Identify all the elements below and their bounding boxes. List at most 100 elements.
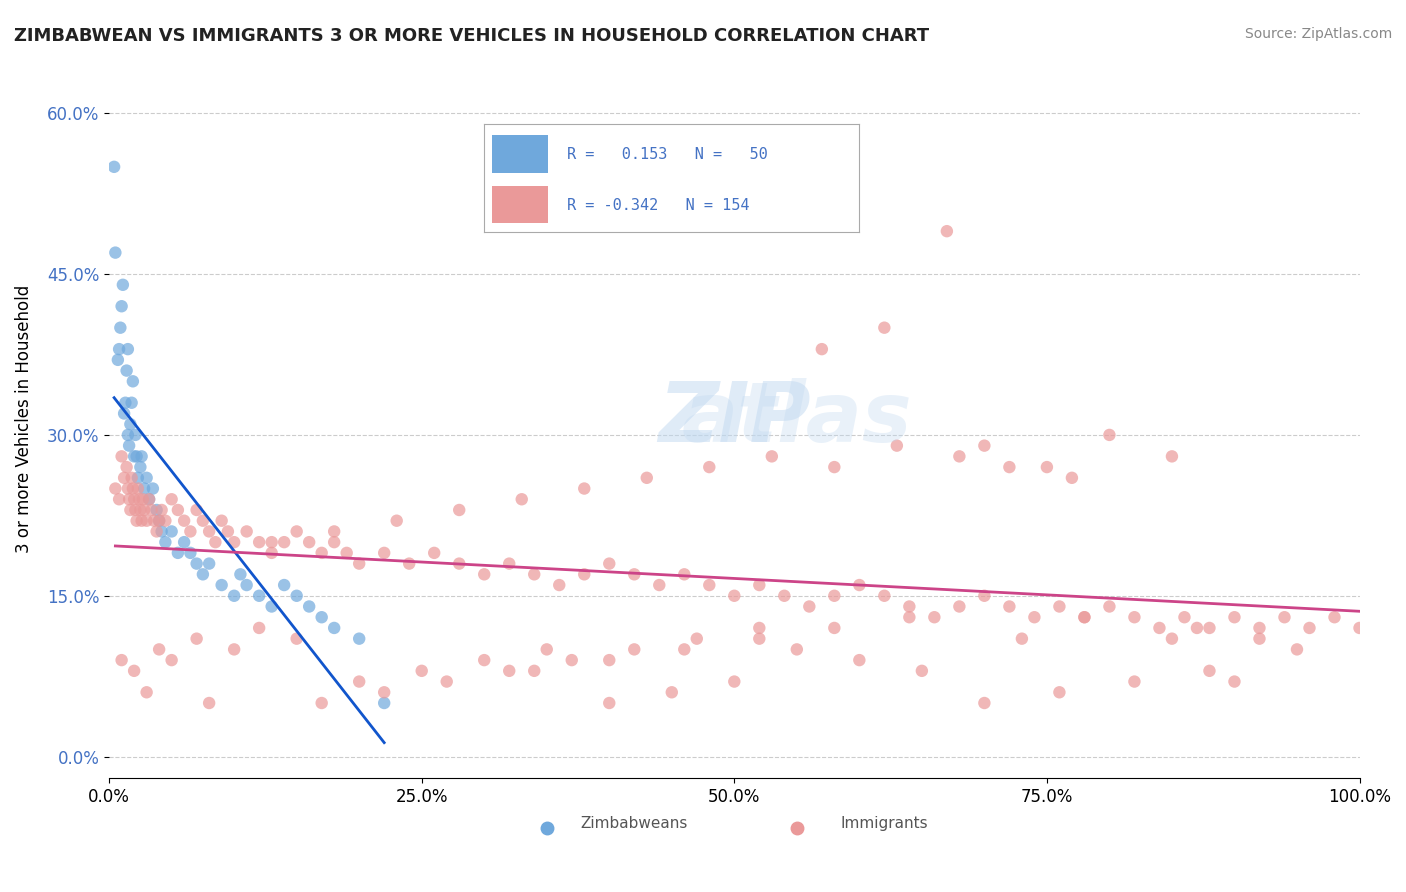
Point — [273, 535, 295, 549]
Point — [198, 696, 221, 710]
Point — [948, 450, 970, 464]
Point — [186, 503, 208, 517]
Point — [217, 524, 239, 539]
Point — [117, 428, 139, 442]
Point — [145, 503, 167, 517]
Point — [129, 460, 152, 475]
Point — [799, 599, 821, 614]
Point — [1323, 610, 1346, 624]
Point — [141, 503, 163, 517]
Point — [115, 460, 138, 475]
Point — [120, 503, 142, 517]
Text: Source: ZipAtlas.com: Source: ZipAtlas.com — [1244, 27, 1392, 41]
Point — [148, 514, 170, 528]
Point — [498, 557, 520, 571]
Point — [1161, 632, 1184, 646]
Point — [135, 514, 157, 528]
Point — [117, 482, 139, 496]
Point — [191, 567, 214, 582]
Point — [998, 599, 1021, 614]
Point — [1047, 685, 1070, 699]
Point — [167, 503, 190, 517]
Point — [1298, 621, 1320, 635]
Point — [948, 599, 970, 614]
Point — [247, 535, 270, 549]
Point — [311, 696, 333, 710]
Point — [347, 557, 370, 571]
Point — [235, 524, 257, 539]
Point — [848, 578, 870, 592]
Point — [873, 589, 896, 603]
Point — [1036, 460, 1059, 475]
Point — [148, 642, 170, 657]
Point — [1047, 599, 1070, 614]
Point — [748, 632, 770, 646]
Point — [120, 417, 142, 432]
Point — [548, 578, 571, 592]
Point — [224, 535, 246, 549]
Point — [373, 696, 395, 710]
Point — [285, 524, 308, 539]
Point — [1198, 664, 1220, 678]
Point — [204, 535, 226, 549]
Point — [211, 578, 233, 592]
Point — [1249, 632, 1271, 646]
Point — [135, 685, 157, 699]
Point — [107, 352, 129, 367]
Point — [108, 342, 131, 356]
Point — [150, 503, 173, 517]
Point — [122, 482, 145, 496]
Point — [561, 653, 583, 667]
Point — [472, 653, 495, 667]
Point — [998, 460, 1021, 475]
Point — [811, 342, 834, 356]
Point — [449, 557, 471, 571]
Point — [1198, 621, 1220, 635]
Point — [373, 685, 395, 699]
Point — [114, 396, 136, 410]
Point — [574, 567, 596, 582]
Point — [574, 482, 596, 496]
Point — [1223, 674, 1246, 689]
Point — [623, 567, 645, 582]
Point — [523, 567, 546, 582]
Point — [110, 653, 132, 667]
Point — [298, 535, 321, 549]
Point — [823, 621, 845, 635]
Point — [1173, 610, 1195, 624]
Point — [1123, 674, 1146, 689]
Point — [1161, 450, 1184, 464]
Point — [848, 653, 870, 667]
Point — [179, 546, 201, 560]
Point — [127, 471, 149, 485]
Point — [155, 535, 177, 549]
Point — [235, 578, 257, 592]
Point — [198, 557, 221, 571]
Point — [124, 428, 146, 442]
Point — [697, 460, 720, 475]
Point — [104, 245, 127, 260]
Point — [191, 514, 214, 528]
Point — [125, 450, 148, 464]
Point — [598, 557, 620, 571]
Point — [155, 514, 177, 528]
Point — [973, 439, 995, 453]
Point — [311, 610, 333, 624]
Point — [1149, 621, 1171, 635]
Point — [723, 589, 745, 603]
Point — [143, 514, 166, 528]
Y-axis label: 3 or more Vehicles in Household: 3 or more Vehicles in Household — [15, 285, 32, 553]
Point — [823, 460, 845, 475]
Point — [186, 557, 208, 571]
Point — [260, 546, 283, 560]
Point — [873, 320, 896, 334]
Point — [128, 492, 150, 507]
Point — [748, 621, 770, 635]
Point — [134, 482, 156, 496]
Point — [229, 567, 252, 582]
Point — [723, 674, 745, 689]
Point — [311, 546, 333, 560]
Point — [273, 578, 295, 592]
Point — [122, 450, 145, 464]
Point — [911, 664, 934, 678]
